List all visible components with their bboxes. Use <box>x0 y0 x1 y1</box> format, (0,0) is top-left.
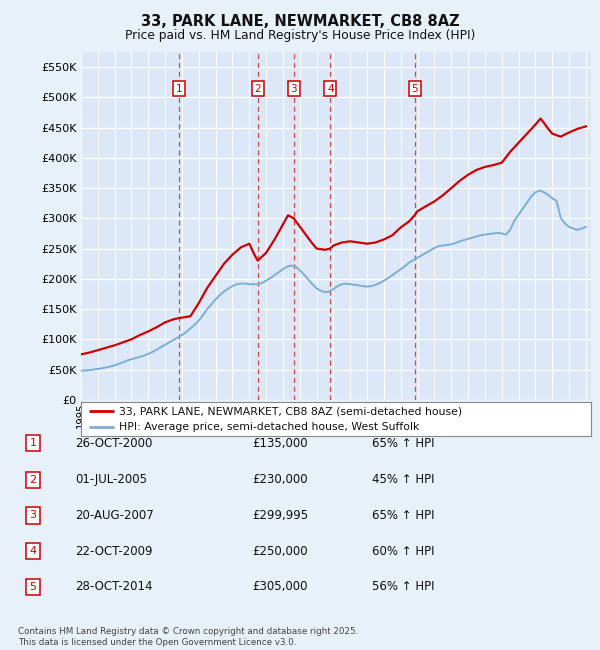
Text: £299,995: £299,995 <box>252 509 308 522</box>
Text: 22-OCT-2009: 22-OCT-2009 <box>75 545 152 558</box>
Text: 1: 1 <box>176 83 182 94</box>
Text: 56% ↑ HPI: 56% ↑ HPI <box>372 580 434 593</box>
Text: £135,000: £135,000 <box>252 437 308 450</box>
Text: 65% ↑ HPI: 65% ↑ HPI <box>372 437 434 450</box>
Text: HPI: Average price, semi-detached house, West Suffolk: HPI: Average price, semi-detached house,… <box>119 422 419 432</box>
Text: £250,000: £250,000 <box>252 545 308 558</box>
Text: 3: 3 <box>290 83 297 94</box>
Text: Price paid vs. HM Land Registry's House Price Index (HPI): Price paid vs. HM Land Registry's House … <box>125 29 475 42</box>
Text: 2: 2 <box>254 83 261 94</box>
Text: £230,000: £230,000 <box>252 473 308 486</box>
Text: 5: 5 <box>411 83 418 94</box>
Text: 45% ↑ HPI: 45% ↑ HPI <box>372 473 434 486</box>
Text: 4: 4 <box>327 83 334 94</box>
Text: 33, PARK LANE, NEWMARKET, CB8 8AZ (semi-detached house): 33, PARK LANE, NEWMARKET, CB8 8AZ (semi-… <box>119 406 463 416</box>
Text: Contains HM Land Registry data © Crown copyright and database right 2025.
This d: Contains HM Land Registry data © Crown c… <box>18 627 358 647</box>
Text: 28-OCT-2014: 28-OCT-2014 <box>75 580 152 593</box>
Text: 01-JUL-2005: 01-JUL-2005 <box>75 473 147 486</box>
Text: 2: 2 <box>29 474 37 485</box>
Text: 65% ↑ HPI: 65% ↑ HPI <box>372 509 434 522</box>
Text: 20-AUG-2007: 20-AUG-2007 <box>75 509 154 522</box>
Text: £305,000: £305,000 <box>252 580 308 593</box>
Text: 33, PARK LANE, NEWMARKET, CB8 8AZ: 33, PARK LANE, NEWMARKET, CB8 8AZ <box>140 14 460 29</box>
Text: 26-OCT-2000: 26-OCT-2000 <box>75 437 152 450</box>
Text: 3: 3 <box>29 510 37 521</box>
Text: 4: 4 <box>29 546 37 556</box>
Text: 1: 1 <box>29 438 37 448</box>
Text: 60% ↑ HPI: 60% ↑ HPI <box>372 545 434 558</box>
Text: 5: 5 <box>29 582 37 592</box>
